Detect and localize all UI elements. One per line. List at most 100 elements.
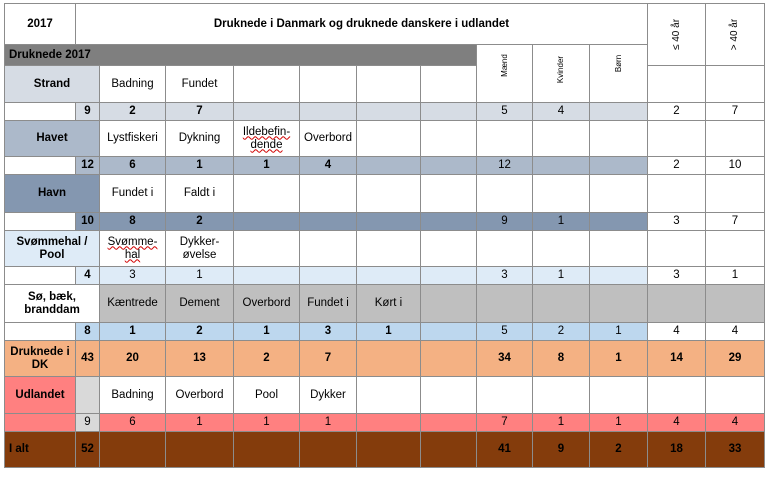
sub-label: Dykning xyxy=(165,120,234,157)
men-value: 5 xyxy=(476,322,533,341)
value-cell: 1 xyxy=(165,266,234,285)
drowning-table: 2017 Druknede i Danmark og druknede dans… xyxy=(4,3,765,468)
children-value: 1 xyxy=(589,322,648,341)
value-cell: 2 xyxy=(165,322,234,341)
women-value: 1 xyxy=(532,212,590,231)
children-value: 1 xyxy=(589,340,648,377)
men-value: 9 xyxy=(476,212,533,231)
men-value: 5 xyxy=(476,102,533,121)
under40-value: 3 xyxy=(647,266,706,285)
category-so: Sø, bæk, branddam xyxy=(4,284,100,323)
value-cell: 2 xyxy=(233,340,300,377)
year-cell: 2017 xyxy=(4,3,76,45)
under40-value: 3 xyxy=(647,212,706,231)
women-value xyxy=(532,156,590,175)
sub-label: Fundet i xyxy=(99,174,166,213)
sub-label: Overbord xyxy=(165,376,234,414)
value-cell: 1 xyxy=(356,322,421,341)
value-cell: 4 xyxy=(299,156,357,175)
sub-label: Lystfiskeri xyxy=(99,120,166,157)
women-label: Kvinder xyxy=(556,55,566,84)
value-cell: 6 xyxy=(99,413,166,432)
over40-value: 7 xyxy=(705,212,765,231)
men-label: Mænd xyxy=(500,54,509,77)
children-header: Børn xyxy=(589,44,648,103)
women-header: Kvinder xyxy=(532,44,590,103)
sub-label: Kæntrede xyxy=(99,284,166,323)
men-value: 34 xyxy=(476,340,533,377)
value-cell: 1 xyxy=(165,156,234,175)
value-cell: 2 xyxy=(99,102,166,121)
ialt-total: 52 xyxy=(75,431,100,468)
value-cell: 1 xyxy=(299,413,357,432)
over40-value: 1 xyxy=(705,266,765,285)
women-value: 4 xyxy=(532,102,590,121)
sub-label: Fundet i xyxy=(299,284,357,323)
under40-value: 2 xyxy=(647,102,706,121)
children-value xyxy=(589,266,648,285)
over40-value: 4 xyxy=(705,322,765,341)
sub-label: Dement xyxy=(165,284,234,323)
havn-total: 10 xyxy=(75,212,100,231)
so-total: 8 xyxy=(75,322,100,341)
men-value: 12 xyxy=(476,156,533,175)
value-cell: 1 xyxy=(233,156,300,175)
sub-label: Fundet xyxy=(165,65,234,103)
women-value: 1 xyxy=(532,413,590,432)
women-value: 1 xyxy=(532,266,590,285)
sub-label: Kørt i xyxy=(356,284,421,323)
age-over-40-header: > 40 år xyxy=(705,3,765,66)
women-value: 8 xyxy=(532,340,590,377)
pool-total: 4 xyxy=(75,266,100,285)
value-cell: 3 xyxy=(99,266,166,285)
children-value: 1 xyxy=(589,413,648,432)
men-value: 41 xyxy=(476,431,533,468)
category-havn: Havn xyxy=(4,174,100,213)
value-cell: 1 xyxy=(233,413,300,432)
sub-label: Ildebefin-dende xyxy=(242,125,291,151)
category-strand: Strand xyxy=(4,65,100,103)
over40-value: 33 xyxy=(705,431,765,468)
category-dk: Druknede i DK xyxy=(4,340,76,377)
under40-value: 4 xyxy=(647,413,706,432)
sub-label: Badning xyxy=(99,65,166,103)
over40-value: 29 xyxy=(705,340,765,377)
category-ialt: I alt xyxy=(4,431,76,468)
children-value xyxy=(589,212,648,231)
age-over-40-label: > 40 år xyxy=(729,18,741,51)
havet-total: 12 xyxy=(75,156,100,175)
under40-value: 4 xyxy=(647,322,706,341)
sub-label: Faldt i xyxy=(165,174,234,213)
dk-total: 43 xyxy=(75,340,100,377)
value-cell: 20 xyxy=(99,340,166,377)
over40-value: 7 xyxy=(705,102,765,121)
men-header: Mænd xyxy=(476,44,533,103)
children-value xyxy=(589,156,648,175)
over40-value: 10 xyxy=(705,156,765,175)
page-title: Druknede i Danmark og druknede danskere … xyxy=(75,3,648,45)
under40-value: 18 xyxy=(647,431,706,468)
age-under-40-label: ≤ 40 år xyxy=(671,18,682,51)
sub-label: Overbord xyxy=(299,120,357,157)
value-cell: 2 xyxy=(165,212,234,231)
sub-label: Dykker-øvelse xyxy=(165,230,234,267)
sub-label: Overbord xyxy=(233,284,300,323)
children-value xyxy=(589,102,648,121)
sub-label: Pool xyxy=(233,376,300,414)
under40-value: 2 xyxy=(647,156,706,175)
children-label: Børn xyxy=(614,54,623,73)
men-value: 3 xyxy=(476,266,533,285)
women-value: 9 xyxy=(532,431,590,468)
sub-label: Svømme-hal xyxy=(107,235,158,261)
women-value: 2 xyxy=(532,322,590,341)
strand-total: 9 xyxy=(75,102,100,121)
value-cell: 7 xyxy=(165,102,234,121)
under40-value: 14 xyxy=(647,340,706,377)
value-cell: 13 xyxy=(165,340,234,377)
category-havet: Havet xyxy=(4,120,100,157)
value-cell: 8 xyxy=(99,212,166,231)
udlandet-total: 9 xyxy=(75,413,100,432)
category-udlandet: Udlandet xyxy=(4,376,76,414)
over40-value: 4 xyxy=(705,413,765,432)
value-cell: 6 xyxy=(99,156,166,175)
